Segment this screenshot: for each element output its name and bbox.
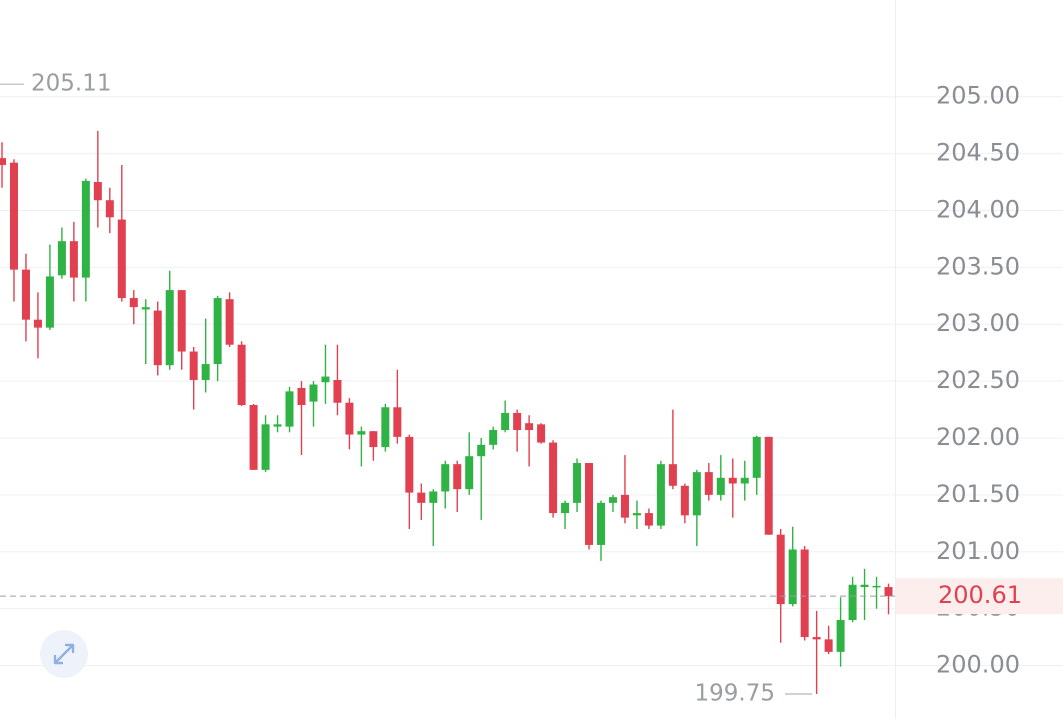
candle-body <box>441 464 450 492</box>
candle-body <box>165 290 174 366</box>
candle-body <box>728 477 737 484</box>
candle-body <box>644 513 653 526</box>
y-tick-label: 201.00 <box>936 537 1020 565</box>
candle-body <box>836 620 845 652</box>
grid <box>0 96 1063 667</box>
candle-body <box>21 269 30 320</box>
candle-body <box>656 464 665 526</box>
candle-body <box>45 276 54 328</box>
candle-body <box>692 472 701 516</box>
candle-body <box>393 407 402 437</box>
candle-body <box>213 298 222 365</box>
expand-button[interactable] <box>40 630 88 678</box>
candle-body <box>117 219 126 299</box>
candle-body <box>668 464 677 486</box>
low-marker-label: 199.75 <box>695 680 775 706</box>
candle-body <box>489 430 498 445</box>
candle-body <box>0 158 6 165</box>
y-tick-label: 202.00 <box>936 423 1020 451</box>
candle-body <box>225 299 234 345</box>
candle-body <box>740 477 749 484</box>
candle-body <box>549 442 558 514</box>
candle-body <box>752 436 761 478</box>
candle-body <box>848 584 857 621</box>
candle-body <box>477 444 486 457</box>
candle-body <box>788 549 797 605</box>
candle-body <box>800 549 809 638</box>
candle-body <box>812 637 821 640</box>
candle-body <box>573 463 582 503</box>
candle-body <box>249 405 258 470</box>
y-tick-label: 203.00 <box>936 309 1020 337</box>
candle-body <box>620 494 629 518</box>
candle-body <box>776 534 785 605</box>
candle-body <box>93 182 102 201</box>
candle-body <box>261 424 270 470</box>
candle-body <box>273 424 282 427</box>
y-tick-label: 205.00 <box>936 82 1020 110</box>
last-price-box <box>896 578 1063 615</box>
candle-body <box>405 436 414 493</box>
candle-body <box>357 431 366 435</box>
labels: 200.00200.50201.00201.50202.00202.50203.… <box>0 71 1063 706</box>
candle-body <box>333 379 342 403</box>
candle-body <box>201 364 210 380</box>
candle-body <box>597 502 605 545</box>
candle-body <box>764 436 773 535</box>
candle-body <box>417 492 426 503</box>
y-tick-label: 202.50 <box>936 366 1020 394</box>
candle-body <box>129 298 138 308</box>
candle-body <box>537 424 546 443</box>
high-marker-label: 205.11 <box>31 71 111 97</box>
candle-body <box>884 587 893 597</box>
candle-body <box>297 387 306 406</box>
candle-body <box>177 290 186 352</box>
candle-body <box>105 200 114 218</box>
last-price-label: 200.61 <box>938 581 1022 609</box>
candle-body <box>237 344 246 406</box>
candle-body <box>465 456 474 490</box>
candle-body <box>525 423 534 431</box>
y-tick-label: 203.50 <box>936 252 1020 280</box>
candle-body <box>57 241 66 276</box>
candle-body <box>69 241 78 278</box>
candle-body <box>429 491 438 503</box>
candle-body <box>561 502 570 514</box>
y-tick-label: 204.00 <box>936 195 1020 223</box>
candle-body <box>189 351 198 380</box>
candle-body <box>141 307 150 310</box>
candle-body <box>824 639 833 652</box>
candle-body <box>453 464 462 490</box>
candle-body <box>632 513 641 516</box>
candles <box>0 130 893 694</box>
candle-body <box>513 412 522 431</box>
candle-body <box>381 407 390 448</box>
candle-body <box>872 585 881 588</box>
candle-body <box>9 162 18 270</box>
candle-body <box>81 180 90 278</box>
candle-body <box>369 431 378 448</box>
candle-body <box>585 463 594 545</box>
y-tick-label: 204.50 <box>936 139 1020 167</box>
candle-body <box>860 584 869 588</box>
candle-body <box>501 412 510 431</box>
candle-body <box>321 376 330 383</box>
candle-body <box>153 310 162 366</box>
candle-body <box>309 384 318 402</box>
candle-body <box>345 402 354 435</box>
candle-body <box>608 497 617 503</box>
candle-body <box>680 485 689 516</box>
candle-body <box>285 391 294 427</box>
candle-body <box>33 319 42 328</box>
y-tick-label: 201.50 <box>936 480 1020 508</box>
candle-body <box>704 472 713 495</box>
y-tick-label: 200.00 <box>936 651 1020 679</box>
candle-body <box>716 477 725 495</box>
